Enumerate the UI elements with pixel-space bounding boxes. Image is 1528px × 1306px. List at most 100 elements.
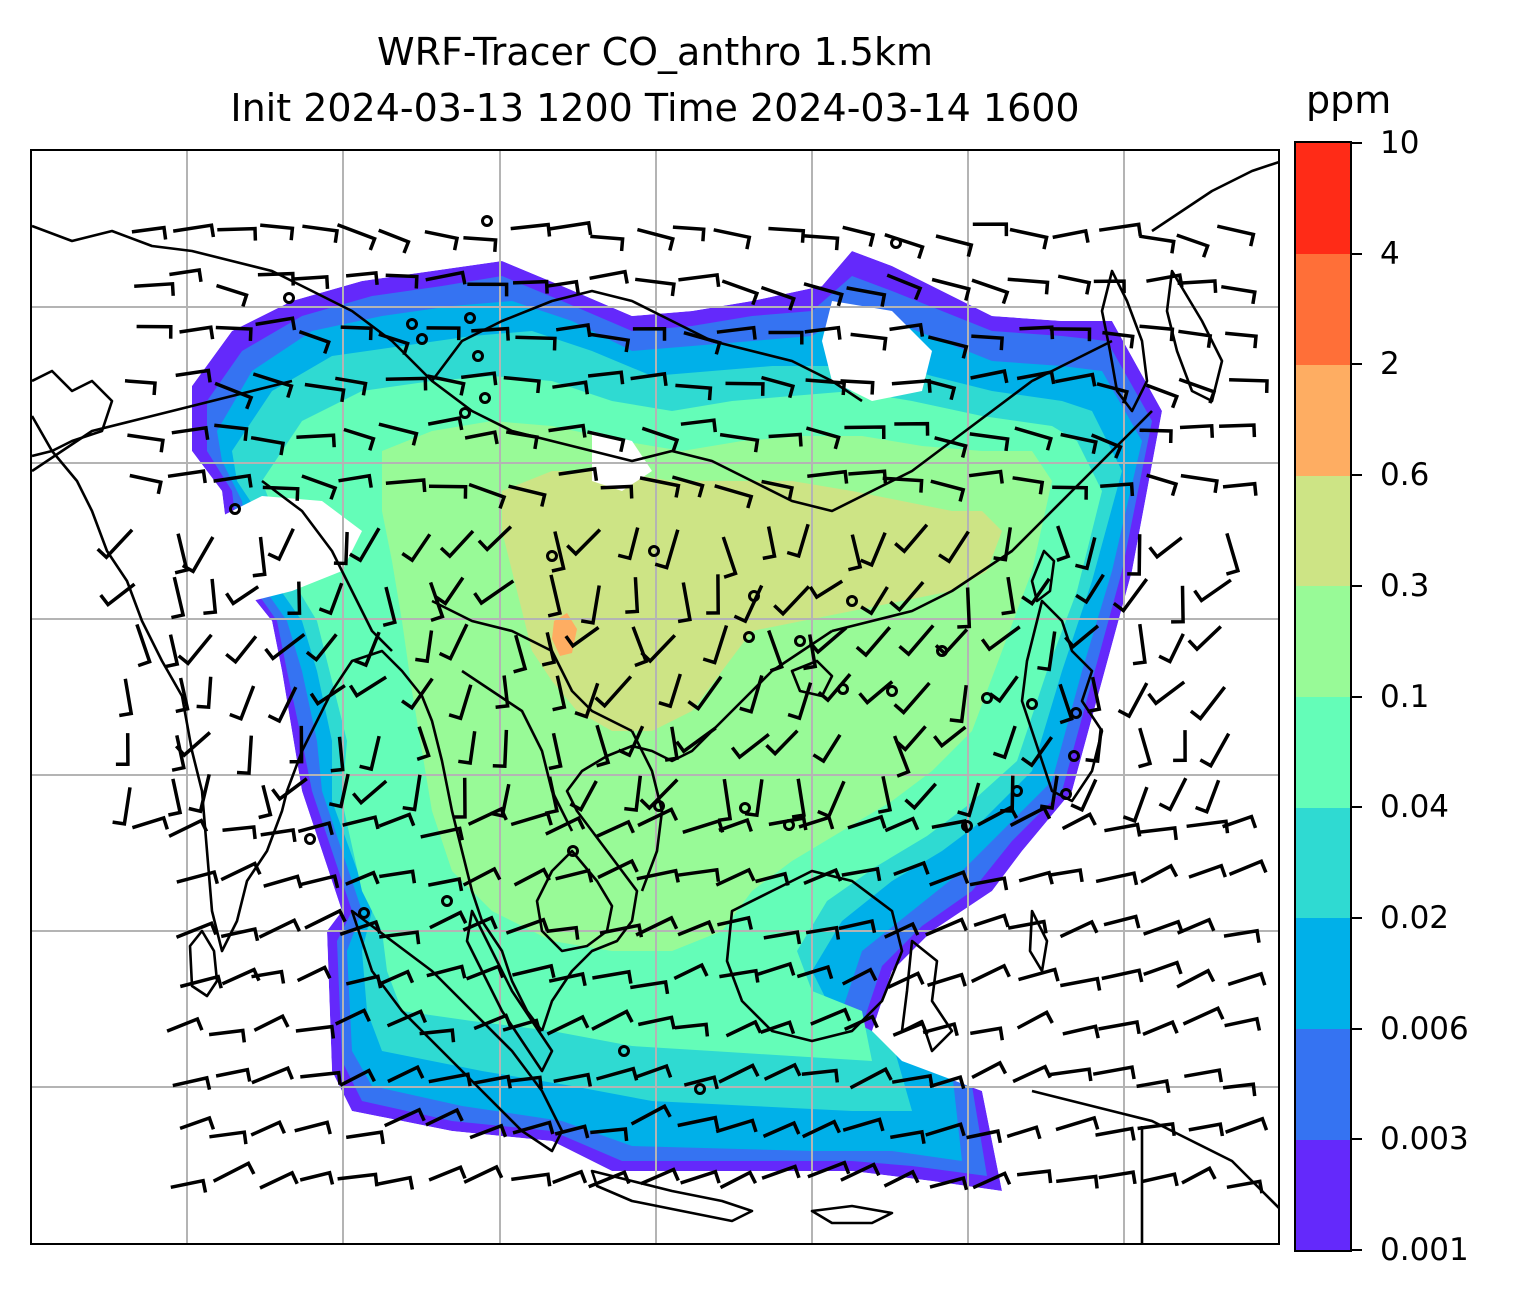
- wind-barb: [634, 1063, 673, 1080]
- wind-barb: [1139, 324, 1175, 342]
- wind-barb: [925, 917, 968, 937]
- wind-barb: [807, 469, 849, 484]
- wind-barb: [658, 673, 682, 709]
- wind-barb: [894, 421, 930, 436]
- wind-barb: [855, 626, 892, 658]
- wind-barb: [594, 675, 633, 709]
- wind-barb: [512, 279, 549, 294]
- wind-barb: [767, 629, 784, 673]
- wind-barb: [339, 919, 382, 936]
- wind-barb: [1127, 534, 1142, 576]
- wind-barb: [970, 1026, 1005, 1041]
- wind-barb: [760, 285, 796, 311]
- colorbar-segment: [1296, 253, 1350, 365]
- wind-barb: [507, 1075, 544, 1090]
- wind-barb: [763, 1062, 802, 1081]
- wind-barb: [725, 381, 765, 396]
- wind-barb: [882, 476, 924, 493]
- wind-barb: [168, 778, 183, 817]
- wind-barb: [452, 777, 467, 819]
- calm-wind-marker: [406, 318, 418, 330]
- wind-barb: [462, 915, 498, 932]
- colorbar-tick: [1352, 252, 1362, 255]
- wind-barbs: [96, 220, 1269, 1194]
- wind-barb: [1012, 1064, 1052, 1084]
- wind-barb: [552, 380, 590, 395]
- wind-barb: [512, 1120, 555, 1135]
- wind-barb: [931, 277, 971, 301]
- wind-barb: [267, 686, 298, 724]
- colorbar-segment: [1296, 1028, 1350, 1140]
- calm-wind-marker: [794, 635, 806, 647]
- wind-barb: [1225, 1116, 1269, 1134]
- coastline-new-guinea: [1031, 1089, 1278, 1243]
- wind-barb: [969, 432, 1010, 452]
- wind-barb: [215, 325, 253, 341]
- calm-wind-marker: [1060, 788, 1072, 800]
- wind-barb: [112, 787, 132, 826]
- wind-barb: [469, 1123, 508, 1140]
- wind-barb: [301, 474, 338, 500]
- wind-barb: [1122, 786, 1149, 824]
- border-china-north: [32, 224, 1113, 513]
- wind-barb: [680, 1169, 721, 1185]
- calm-wind-marker: [961, 820, 973, 832]
- wind-barb: [124, 379, 157, 396]
- wind-barb: [765, 729, 799, 757]
- wind-barb: [677, 867, 721, 882]
- wind-barb: [838, 919, 877, 934]
- calm-wind-marker: [1026, 698, 1038, 710]
- wind-barb: [263, 874, 303, 889]
- wind-barb: [343, 427, 376, 451]
- wind-barb: [169, 268, 203, 283]
- wind-barb: [969, 876, 1009, 891]
- wind-barb: [260, 223, 295, 241]
- coastline-borneo: [725, 869, 904, 1043]
- wind-barb: [176, 869, 219, 885]
- wind-barb: [715, 1118, 758, 1134]
- wind-barb: [894, 523, 929, 554]
- wind-barb: [637, 1015, 676, 1030]
- colorbar-tick-label: 0.001: [1380, 1232, 1469, 1268]
- wind-barb: [850, 332, 888, 351]
- wind-barb: [175, 368, 212, 383]
- wind-barb: [721, 536, 738, 579]
- wind-barb: [970, 963, 1011, 984]
- wind-barb: [904, 782, 938, 811]
- wind-barb: [884, 816, 920, 833]
- calm-wind-marker: [464, 312, 476, 324]
- colorbar-segment: [1296, 917, 1350, 1030]
- wind-barb: [333, 531, 349, 566]
- wind-barb: [938, 530, 970, 564]
- wind-barb: [1148, 536, 1183, 560]
- wind-barb: [502, 1018, 542, 1033]
- wind-barb: [883, 1169, 920, 1188]
- wind-barb: [548, 423, 587, 438]
- wind-barb: [203, 578, 218, 615]
- wind-barb: [420, 826, 465, 841]
- wind-barb: [971, 278, 1010, 305]
- wind-barb: [1103, 914, 1141, 929]
- wind-barb: [588, 332, 631, 353]
- coastline-halmahera: [1028, 909, 1049, 973]
- calm-wind-marker: [1011, 785, 1023, 797]
- wind-barb: [889, 1129, 926, 1145]
- wind-barb: [893, 681, 931, 715]
- colorbar-unit-label: ppm: [1306, 78, 1392, 122]
- wind-barb: [345, 1130, 385, 1145]
- wind-barb: [131, 815, 169, 830]
- wind-barb: [428, 1072, 472, 1087]
- wind-barb: [671, 475, 705, 498]
- wind-barb: [1098, 1170, 1137, 1185]
- wind-barb: [345, 974, 383, 989]
- wind-barb: [349, 527, 381, 563]
- wind-barb: [1062, 1024, 1100, 1039]
- wind-barb: [634, 277, 676, 297]
- wind-barb: [434, 576, 465, 606]
- wind-barb: [641, 426, 680, 453]
- wind-barb: [172, 223, 216, 238]
- wind-barb: [1228, 859, 1268, 877]
- wind-barb: [553, 1072, 593, 1087]
- map-panel[interactable]: [30, 149, 1280, 1245]
- wind-barb: [1194, 779, 1221, 814]
